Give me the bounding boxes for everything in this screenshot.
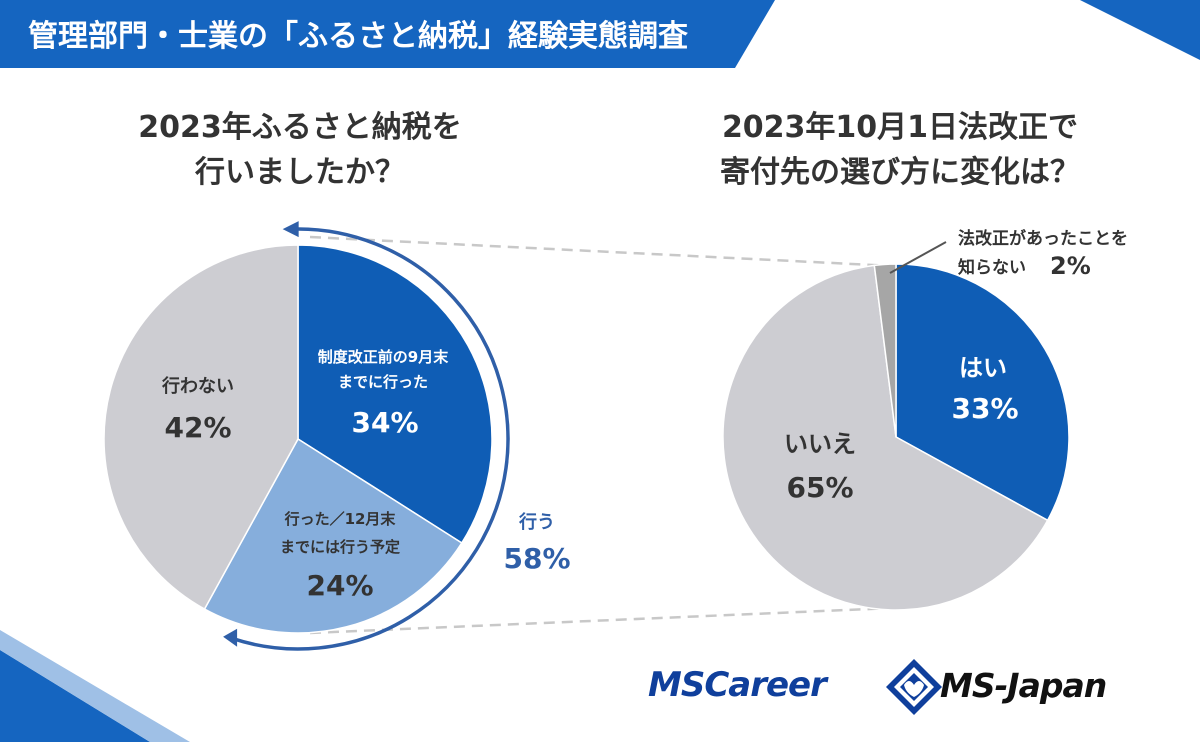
chart2-slice-0 xyxy=(895,263,1070,522)
slice3-label: 行わない xyxy=(161,375,234,397)
chart1-title-line2: 行いましたか？ xyxy=(194,155,405,190)
page-title: 管理部門・士業の「ふるさと納税」経験実態調査 xyxy=(28,19,688,54)
bracket-arc xyxy=(232,227,510,651)
slice1-pct: 34% xyxy=(351,406,418,439)
connector-line-top xyxy=(309,235,894,268)
chart2-slice-no-pct: 65% xyxy=(786,471,853,504)
slice2-label-line2: までには行う予定 xyxy=(280,538,400,556)
connector-line-bottom xyxy=(309,606,894,635)
bracket-pct: 58% xyxy=(503,542,570,575)
ms-japan-diamond-logo-icon xyxy=(886,659,942,715)
chart2-slice-yes-label: はい xyxy=(959,354,1007,382)
bracket-arrow-top xyxy=(282,221,299,238)
chart2-title-line2: 寄付先の選び方に変化は？ xyxy=(720,155,1080,190)
slice1-label-line2: までに行った xyxy=(338,373,428,391)
chart2-unknown-leader xyxy=(889,241,947,274)
chart2-slice-1 xyxy=(722,264,1049,611)
ms-japan-logo: MS-Japan xyxy=(940,665,1107,705)
corner-accent-top-right xyxy=(1080,0,1200,60)
chart1-title-line1: 2023年ふるさと納税を xyxy=(138,110,462,145)
chart2-slice-unknown-label-line1: 法改正があったことを xyxy=(958,228,1128,249)
chart2-slice-2 xyxy=(873,263,897,438)
slice2-pct: 24% xyxy=(306,569,373,602)
pie-chart-2 xyxy=(722,263,1070,611)
chart2-slice-unknown-pct: 2% xyxy=(1050,252,1091,280)
chart1-slice-2 xyxy=(103,244,299,611)
mscareer-logo: MSCareer xyxy=(648,665,827,705)
bracket-label: 行う xyxy=(518,511,555,533)
corner-accent-bottom-left-light xyxy=(0,630,190,742)
slice1-label-line1: 制度改正前の9月末 xyxy=(318,348,449,366)
chart2-title-line1: 2023年10月1日法改正で xyxy=(722,110,1078,145)
header-band xyxy=(0,0,775,68)
chart1-slice-0 xyxy=(297,244,493,544)
bracket-arrow-bottom xyxy=(223,628,238,647)
slice3-pct: 42% xyxy=(164,411,231,444)
slice2-label-line1: 行った／12月末 xyxy=(284,510,397,528)
chart2-slice-yes-pct: 33% xyxy=(951,392,1018,425)
chart1-slice-1 xyxy=(203,437,463,634)
pie-chart-1 xyxy=(103,244,493,634)
chart2-slice-no-label: いいえ xyxy=(784,430,856,458)
chart2-slice-unknown-label-line2: 知らない xyxy=(957,257,1026,278)
